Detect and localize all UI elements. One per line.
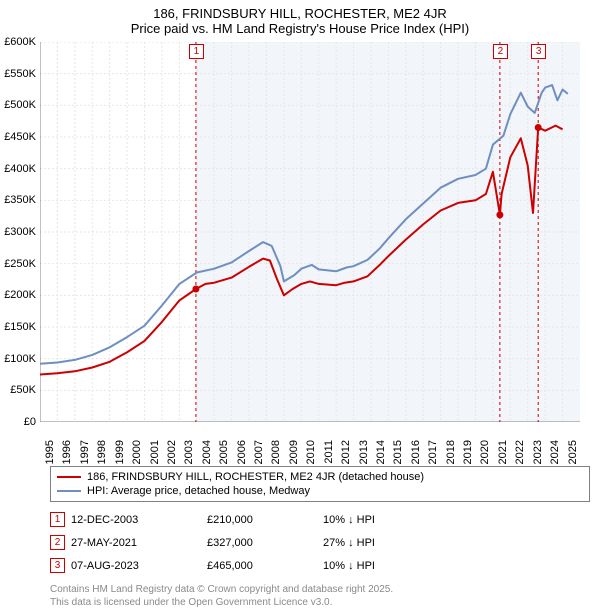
y-tick-label: £500K	[4, 99, 36, 111]
x-tick-label: 2017	[427, 440, 439, 464]
event-marker-2: 2	[493, 44, 508, 59]
event-number: 3	[50, 558, 65, 573]
y-tick-label: £400K	[4, 163, 36, 175]
x-tick-label: 2008	[270, 440, 282, 464]
footer-line2: This data is licensed under the Open Gov…	[50, 596, 590, 609]
x-tick-label: 2018	[445, 440, 457, 464]
event-row: 3 07-AUG-2023 £465,000 10% ↓ HPI	[50, 554, 590, 577]
event-row: 2 27-MAY-2021 £327,000 27% ↓ HPI	[50, 531, 590, 554]
y-tick-label: £350K	[4, 194, 36, 206]
y-tick-label: £600K	[4, 36, 36, 48]
event-price: £327,000	[207, 537, 317, 549]
legend-item: HPI: Average price, detached house, Medw…	[57, 484, 583, 498]
event-price: £465,000	[207, 560, 317, 572]
x-tick-label: 2015	[392, 440, 404, 464]
y-tick-label: £50K	[10, 384, 36, 396]
chart-title-line1: 186, FRINDSBURY HILL, ROCHESTER, ME2 4JR	[0, 6, 600, 21]
x-tick-label: 2000	[131, 440, 143, 464]
event-number: 1	[50, 512, 65, 527]
x-tick-label: 2009	[288, 440, 300, 464]
footer-attribution: Contains HM Land Registry data © Crown c…	[50, 583, 590, 609]
x-tick-label: 2023	[532, 440, 544, 464]
event-delta: 10% ↓ HPI	[323, 560, 433, 572]
legend-swatch	[57, 490, 81, 492]
x-tick-label: 2005	[218, 440, 230, 464]
x-tick-label: 2014	[375, 440, 387, 464]
x-tick-label: 1995	[44, 440, 56, 464]
event-date: 27-MAY-2021	[71, 537, 201, 549]
x-tick-label: 2006	[236, 440, 248, 464]
event-date: 12-DEC-2003	[71, 514, 201, 526]
x-tick-label: 2012	[340, 440, 352, 464]
x-tick-label: 2022	[514, 440, 526, 464]
x-tick-label: 1996	[61, 440, 73, 464]
y-tick-label: £550K	[4, 68, 36, 80]
chart-area: £0£50K£100K£150K£200K£250K£300K£350K£400…	[40, 42, 600, 422]
x-tick-label: 2025	[567, 440, 579, 464]
event-marker-3: 3	[531, 44, 546, 59]
x-tick-label: 1997	[79, 440, 91, 464]
x-tick-label: 2002	[166, 440, 178, 464]
x-tick-label: 2024	[549, 440, 561, 464]
x-tick-label: 1999	[114, 440, 126, 464]
x-tick-label: 1998	[96, 440, 108, 464]
event-row: 1 12-DEC-2003 £210,000 10% ↓ HPI	[50, 508, 590, 531]
event-number: 2	[50, 535, 65, 550]
y-tick-label: £300K	[4, 226, 36, 238]
x-axis-labels: 1995 1996 1997 1998 1999 2000 2001 2002 2003 2004…	[40, 440, 600, 480]
x-tick-label: 2011	[323, 440, 335, 464]
event-date: 07-AUG-2023	[71, 560, 201, 572]
event-price: £210,000	[207, 514, 317, 526]
x-tick-label: 2013	[358, 440, 370, 464]
y-axis-labels: £0£50K£100K£150K£200K£250K£300K£350K£400…	[0, 42, 38, 422]
line-chart-svg	[40, 42, 600, 422]
x-tick-label: 2007	[253, 440, 265, 464]
y-tick-label: £450K	[4, 131, 36, 143]
x-tick-label: 2004	[201, 440, 213, 464]
y-tick-label: £200K	[4, 289, 36, 301]
event-delta: 10% ↓ HPI	[323, 514, 433, 526]
x-tick-label: 2021	[497, 440, 509, 464]
y-tick-label: £250K	[4, 258, 36, 270]
event-marker-1: 1	[189, 44, 204, 59]
legend-label: HPI: Average price, detached house, Medw…	[87, 485, 310, 497]
chart-title-line2: Price paid vs. HM Land Registry's House …	[0, 21, 600, 36]
x-tick-label: 2001	[149, 440, 161, 464]
event-delta: 27% ↓ HPI	[323, 537, 433, 549]
y-tick-label: £150K	[4, 321, 36, 333]
x-tick-label: 2016	[410, 440, 422, 464]
event-table: 1 12-DEC-2003 £210,000 10% ↓ HPI 2 27-MAY-202…	[50, 508, 590, 577]
x-tick-label: 2020	[479, 440, 491, 464]
x-tick-label: 2010	[305, 440, 317, 464]
x-tick-label: 2019	[462, 440, 474, 464]
x-tick-label: 2003	[183, 440, 195, 464]
y-tick-label: £0	[24, 416, 36, 428]
y-tick-label: £100K	[4, 353, 36, 365]
